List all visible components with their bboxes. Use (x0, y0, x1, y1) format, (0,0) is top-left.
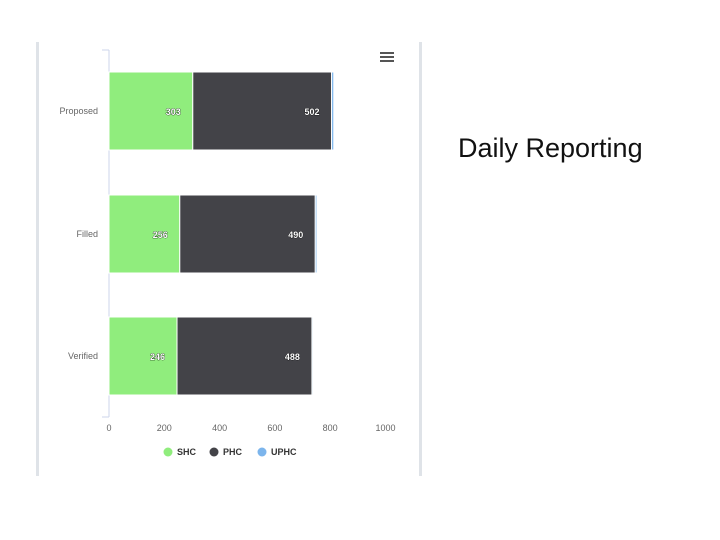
legend-marker (163, 447, 173, 457)
data-label: 490 (288, 230, 303, 240)
bar-segment-phc (192, 71, 333, 151)
hamburger-menu-icon[interactable] (380, 50, 394, 64)
x-tick-label: 600 (267, 423, 282, 433)
slide-title: Daily Reporting (458, 133, 643, 163)
legend-marker (257, 447, 267, 457)
x-tick-label: 1000 (375, 423, 395, 433)
category-label: Verified (68, 351, 98, 361)
bar-segment-shc (108, 194, 181, 274)
data-label: 303 (166, 107, 181, 117)
category-label: Proposed (59, 106, 98, 116)
legend-label: UPHC (271, 447, 297, 457)
data-label: 246 (150, 352, 165, 362)
data-label: 502 (305, 107, 320, 117)
bar-segment-uphc (331, 71, 335, 151)
bar-segment-uphc (314, 194, 318, 274)
data-label: 488 (285, 352, 300, 362)
x-tick-label: 400 (212, 423, 227, 433)
x-tick-label: 800 (323, 423, 338, 433)
data-label: 256 (153, 230, 168, 240)
bar-segment-phc (176, 316, 313, 396)
bar-segment-phc (179, 194, 316, 274)
legend-label: PHC (223, 447, 243, 457)
x-tick-label: 0 (106, 423, 111, 433)
category-label: Filled (76, 229, 98, 239)
bar-segment-uphc (311, 316, 314, 396)
x-tick-label: 200 (157, 423, 172, 433)
legend-label: SHC (177, 447, 197, 457)
legend-marker (209, 447, 219, 457)
bar-segment-shc (108, 316, 178, 396)
